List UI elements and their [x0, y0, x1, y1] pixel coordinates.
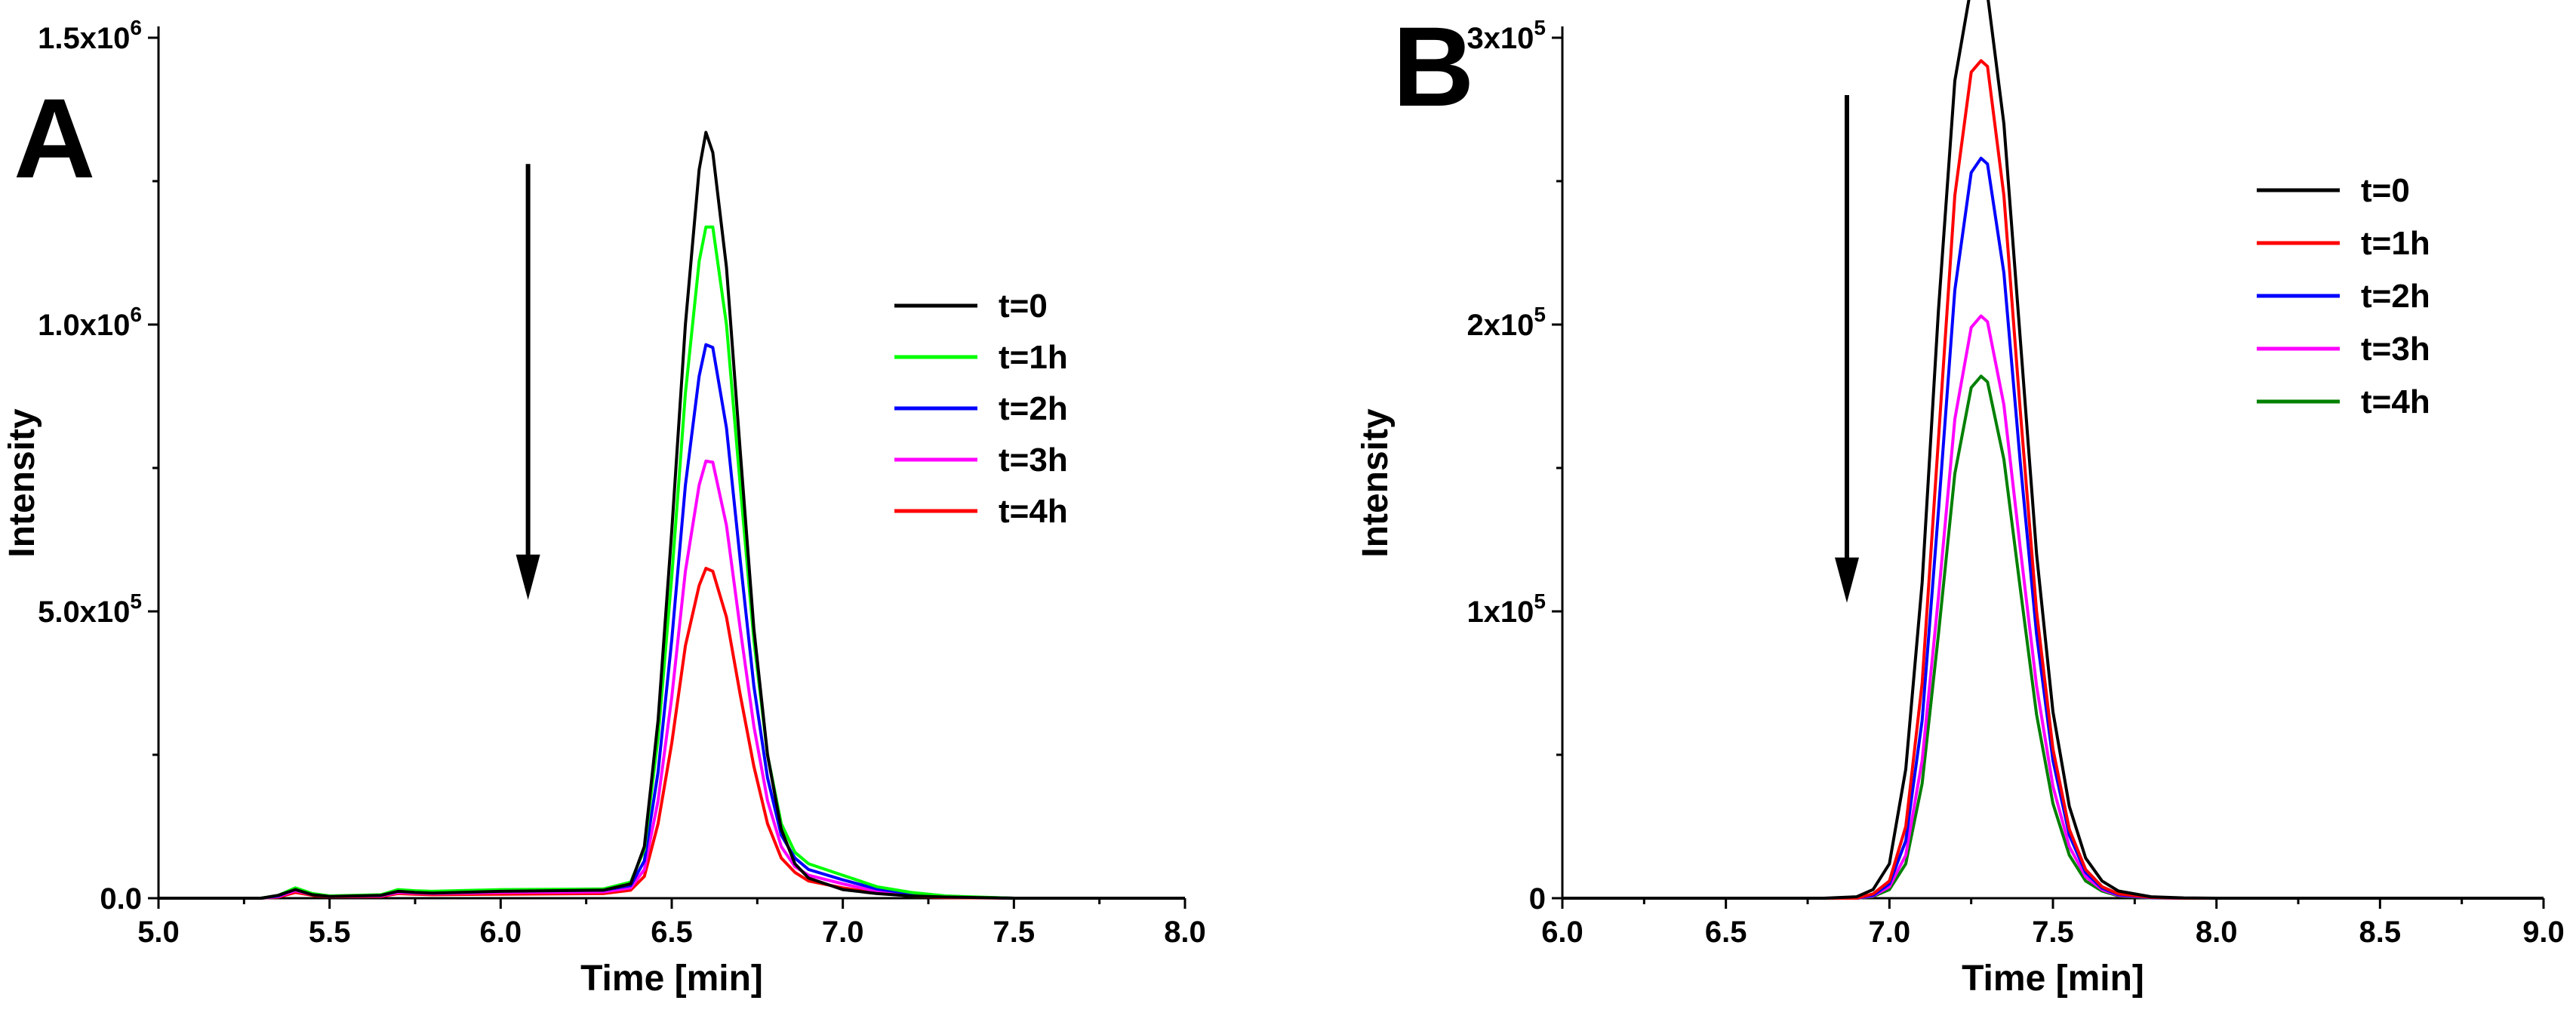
x-tick-label: 7.5 [2032, 916, 2074, 949]
x-tick-label: 5.5 [309, 916, 351, 949]
trend-arrow-head [516, 554, 540, 600]
legend-label: t=2h [2361, 278, 2430, 315]
legend-label: t=4h [2361, 383, 2430, 420]
series-group [158, 131, 1185, 900]
y-tick-label: 2x105 [1467, 303, 1546, 342]
series-line-t-1h [1562, 59, 2544, 900]
series-line-t-1h [158, 225, 1185, 900]
chart-panel-a: A 5.0 5.5 6.0 6.5 7.0 7.5 8.0 0.0 5.0x105 1.0x106 1… [2, 16, 1206, 999]
x-tick-label: 6.5 [651, 916, 693, 949]
x-axis-title: Time [min] [1962, 959, 2144, 999]
series-line-t-0 [1562, 0, 2544, 900]
x-tick-label: 8.0 [1164, 916, 1206, 949]
legend-label: t=0 [2361, 172, 2410, 209]
y-tick-label: 5.0x105 [38, 589, 142, 629]
legend: t=0 t=1h t=2h t=3h t=4h [894, 288, 1068, 530]
x-tick-label: 7.0 [1869, 916, 1911, 949]
x-tick-label: 7.5 [993, 916, 1036, 949]
y-tick-label: 3x105 [1467, 16, 1546, 55]
x-tick-label: 6.0 [1541, 916, 1583, 949]
series-line-t-4h [1562, 374, 2544, 900]
series-line-t-4h [158, 567, 1185, 900]
y-tick-label: 0 [1529, 882, 1546, 916]
series-group [1562, 0, 2544, 900]
x-tick-label: 8.5 [2359, 916, 2402, 949]
legend-label: t=2h [999, 390, 1068, 427]
y-tick-label: 1.5x106 [38, 16, 142, 55]
x-axis-title: Time [min] [580, 959, 763, 999]
y-tick-label: 1.0x106 [38, 303, 142, 342]
x-tick-label: 5.0 [137, 916, 180, 949]
x-tick-label: 7.0 [822, 916, 864, 949]
series-line-t-0 [158, 131, 1185, 900]
series-line-t-2h [158, 343, 1185, 900]
chart-panel-b: B 6.0 6.5 7.0 7.5 8.0 8.5 9.0 0 1x105 2x105 3x105 Ti… [1356, 0, 2565, 999]
x-tick-label: 6.0 [480, 916, 522, 949]
legend-label: t=1h [2361, 225, 2430, 262]
legend-label: t=0 [999, 288, 1048, 325]
x-tick-label: 9.0 [2522, 916, 2565, 949]
x-tick-label: 8.0 [2196, 916, 2238, 949]
panel-letter: B [1393, 3, 1474, 130]
trend-arrow-head [1835, 557, 1859, 603]
y-axis-title: Intensity [1356, 408, 1396, 558]
y-tick-label: 0.0 [100, 882, 142, 916]
panel-letter: A [14, 75, 95, 202]
y-axis-title: Intensity [2, 408, 42, 558]
legend-label: t=3h [999, 442, 1068, 479]
y-tick-label: 1x105 [1467, 589, 1546, 629]
legend-label: t=4h [999, 493, 1068, 530]
legend: t=0 t=1h t=2h t=3h t=4h [2257, 172, 2430, 420]
legend-label: t=1h [999, 339, 1068, 376]
x-tick-label: 6.5 [1705, 916, 1747, 949]
legend-label: t=3h [2361, 331, 2430, 368]
